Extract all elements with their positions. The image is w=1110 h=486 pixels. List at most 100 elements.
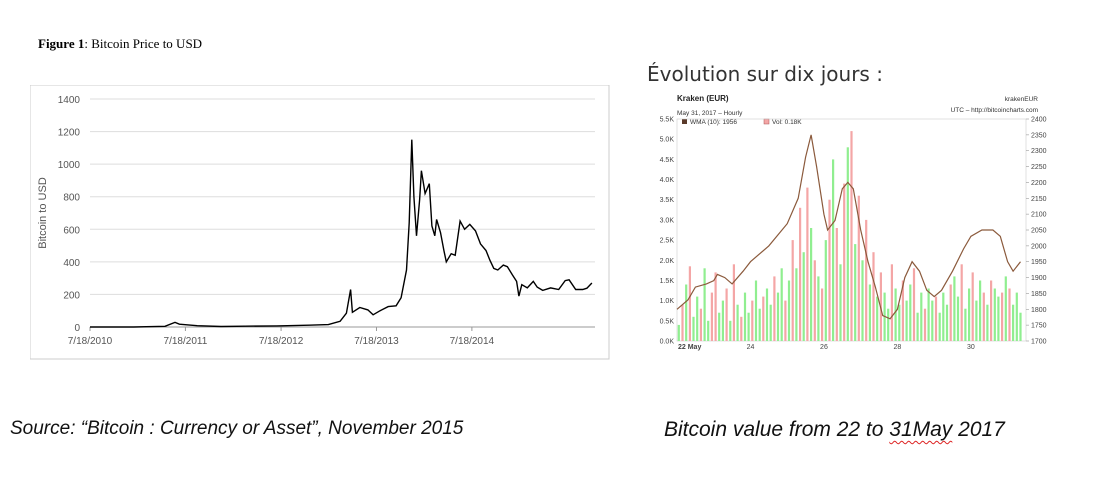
volume-bar — [703, 268, 706, 341]
kraken-title: Kraken (EUR) — [677, 94, 729, 103]
volume-bar — [934, 296, 938, 341]
legend-wma-swatch — [682, 119, 687, 124]
right-caption-suffix: 2017 — [952, 418, 1005, 441]
left-caption: Source: “Bitcoin : Currency or Asset”, N… — [10, 418, 464, 439]
volume-bar — [916, 312, 919, 341]
volume-bar — [850, 131, 853, 341]
y-right-tick-label: 2200 — [1031, 180, 1047, 187]
right-caption-underlined: 31May — [889, 418, 953, 441]
volume-bar — [956, 296, 960, 341]
volume-bar — [784, 300, 787, 341]
volume-bar — [968, 288, 971, 341]
volume-bar — [776, 292, 780, 341]
bitcoin-price-chart: 0 200 400 600 800 1000 1200 1400 7/18/2010 7/18/… — [30, 85, 610, 360]
y-right-tick-label: 2150 — [1031, 196, 1047, 203]
volume-bar — [964, 308, 967, 341]
volume-bar — [802, 252, 805, 341]
y-left-tick-label: 1.5K — [660, 278, 675, 285]
volume-bar — [876, 296, 879, 341]
volume-bar — [732, 264, 735, 341]
y-tick-label: 1400 — [58, 95, 81, 106]
volume-bar — [758, 308, 761, 341]
volume-bar — [982, 292, 985, 341]
volume-bar — [887, 308, 890, 341]
y-right-tick-label: 2000 — [1031, 243, 1047, 250]
y-tick-label: 600 — [63, 225, 80, 236]
legend-vol-label: Vol: 0.18K — [772, 119, 802, 126]
volume-bar — [806, 187, 809, 341]
y-tick-label: 400 — [63, 258, 80, 269]
volume-bar — [714, 272, 717, 341]
volume-bar — [832, 159, 835, 341]
y-left-tick-label: 5.0K — [660, 137, 675, 144]
volume-bar — [846, 147, 849, 341]
volume-bar — [931, 300, 934, 341]
kraken-eur-chart: Kraken (EUR) May 31, 2017 – Hourly krake… — [660, 94, 1047, 351]
volume-bar — [942, 292, 945, 341]
volume-bar — [857, 195, 860, 341]
volume-bar — [960, 264, 963, 341]
volume-bar — [912, 268, 916, 341]
x-tick-label: 7/18/2012 — [259, 336, 304, 347]
figure-title: Figure 1: Bitcoin Price to USD — [38, 36, 202, 52]
volume-bar — [839, 264, 842, 341]
volume-bar — [828, 199, 831, 341]
volume-bar — [751, 300, 754, 341]
volume-bar — [707, 320, 710, 341]
volume-bar — [718, 312, 721, 341]
volume-bar — [740, 316, 743, 341]
x-tick-label: 24 — [747, 344, 755, 351]
volume-bar — [949, 284, 952, 341]
figure-label: Figure 1 — [38, 36, 85, 51]
volume-bar — [747, 312, 750, 341]
y-left-tick-label: 3.5K — [660, 197, 675, 204]
volume-bar — [909, 284, 912, 341]
volume-bar — [927, 288, 930, 341]
volume-bar — [1004, 276, 1007, 341]
volume-bar — [1019, 312, 1022, 341]
y-right-tick-label: 2100 — [1031, 212, 1047, 219]
chart-frame — [30, 85, 610, 360]
volume-bar — [938, 312, 941, 341]
volume-bar — [765, 288, 769, 341]
volume-bar — [685, 284, 688, 341]
y-right-tick-label: 2350 — [1031, 132, 1047, 139]
volume-bar — [729, 320, 732, 341]
volume-bar — [901, 280, 904, 341]
volume-bar — [997, 296, 1000, 341]
volume-bar — [920, 292, 923, 341]
x-tick-label: 30 — [967, 344, 975, 351]
volume-bar — [868, 284, 871, 341]
volume-bar — [971, 272, 974, 341]
y-tick-label: 0 — [74, 323, 80, 334]
volume-bar — [975, 300, 978, 341]
volume-bar — [699, 308, 702, 341]
y-right-tick-label: 1950 — [1031, 259, 1047, 266]
x-tick-label: 7/18/2014 — [450, 336, 495, 347]
y-right-tick-label: 2400 — [1031, 117, 1047, 124]
volume-bar — [861, 260, 864, 341]
volume-bar — [810, 228, 813, 341]
y-left-tick-label: 0.5K — [660, 318, 675, 325]
volume-bar — [824, 240, 827, 341]
volume-bar — [843, 183, 846, 341]
volume-bar — [743, 292, 747, 341]
y-right-tick-label: 1900 — [1031, 275, 1047, 282]
volume-bar — [769, 304, 772, 341]
y-tick-label: 800 — [63, 193, 80, 204]
volume-bar — [799, 207, 802, 341]
y-right-tick-label: 2250 — [1031, 164, 1047, 171]
y-right-tick-label: 1850 — [1031, 291, 1047, 298]
volume-bar — [677, 324, 680, 341]
kraken-source-id: krakenEUR — [1005, 96, 1039, 103]
volume-bar — [1015, 292, 1018, 341]
x-tick-label: 7/18/2011 — [164, 336, 208, 347]
volume-bar — [898, 304, 901, 341]
y-left-tick-label: 4.5K — [660, 157, 675, 164]
legend-wma-label: WMA (10): 1956 — [690, 119, 737, 126]
volume-bar — [725, 288, 728, 341]
x-tick-label: 28 — [894, 344, 902, 351]
y-left-tick-label: 5.5K — [660, 117, 675, 124]
kraken-subtitle: May 31, 2017 – Hourly — [677, 110, 743, 117]
y-left-tick-label: 1.0K — [660, 298, 675, 305]
